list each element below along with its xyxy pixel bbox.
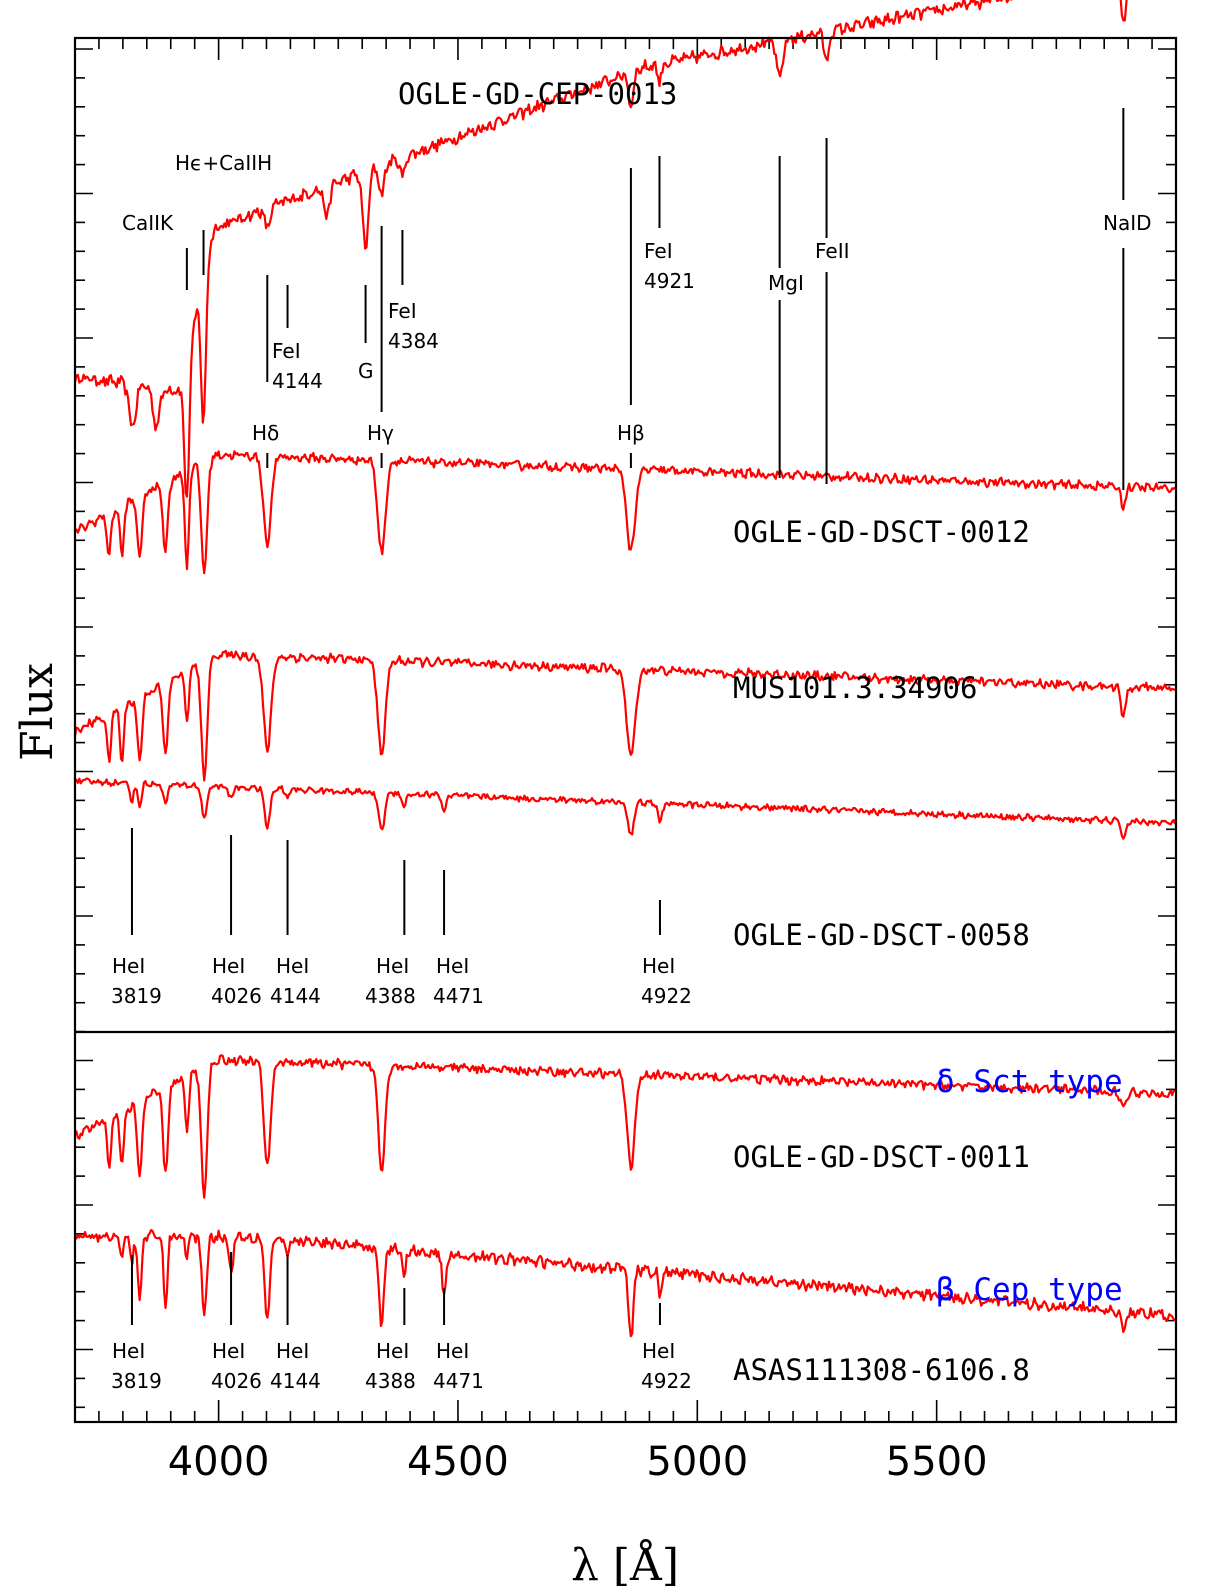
hei-wave-4922: 4922: [641, 984, 692, 1008]
x-tick-label: 4000: [168, 1439, 270, 1485]
hei-label-4471: HeI: [436, 1339, 469, 1363]
spectra-group: [73, 0, 1177, 1338]
plot-frame: [73, 36, 1178, 1424]
hei-wave-4922: 4922: [641, 1369, 692, 1393]
hei-wave-3819: 3819: [111, 1369, 162, 1393]
y-ticks: [75, 48, 1176, 1409]
line-label-hbeta: Hβ: [617, 421, 645, 445]
hei-label-4026: HeI: [212, 954, 245, 978]
line-label-hdelta: Hδ: [252, 421, 279, 445]
star-name-dsct-0012: OGLE-GD-DSCT-0012: [733, 515, 1030, 549]
line-wave-fei-4384: 4384: [388, 329, 439, 353]
line-label-mgi: MgI: [768, 271, 804, 295]
spectrum-line: [73, 0, 1128, 498]
type-label-delta-sct: δ Sct type: [936, 1064, 1123, 1100]
hei-wave-4471: 4471: [433, 984, 484, 1008]
line-label-naid: NaID: [1103, 211, 1152, 235]
hei-label-4388: HeI: [376, 954, 409, 978]
line-label-g-band: G: [358, 359, 374, 383]
line-label-hgamma: Hγ: [367, 421, 394, 445]
spectrum-line: [73, 1229, 1176, 1338]
line-id-markers: [130, 108, 1125, 1325]
star-name-mus101: MUS101.3.34906: [733, 671, 977, 705]
line-wave-fei-4921: 4921: [644, 269, 695, 293]
hei-label-4922: HeI: [642, 1339, 675, 1363]
hei-label-4922: HeI: [642, 954, 675, 978]
line-label-feii: FeII: [815, 239, 850, 263]
line-label-heps-caiih: Hϵ+CaIIH: [175, 151, 272, 175]
hei-label-4026: HeI: [212, 1339, 245, 1363]
hei-wave-3819: 3819: [111, 984, 162, 1008]
line-label-fei-4384: FeI: [388, 299, 417, 323]
line-label-caiik: CaIIK: [122, 211, 174, 235]
hei-label-3819: HeI: [112, 1339, 145, 1363]
line-wave-fei-4144: 4144: [272, 369, 323, 393]
star-name-cep-0013: OGLE-GD-CEP-0013: [398, 77, 677, 111]
hei-label-4144: HeI: [276, 954, 309, 978]
hei-wave-4144: 4144: [270, 1369, 321, 1393]
hei-wave-4388: 4388: [365, 984, 416, 1008]
star-name-asas111308: ASAS111308-6106.8: [733, 1353, 1030, 1387]
x-axis-label: λ [Å]: [571, 1538, 679, 1591]
spectrum-line: [73, 777, 1177, 840]
hei-wave-4388: 4388: [365, 1369, 416, 1393]
x-tick-label: 4500: [407, 1439, 509, 1485]
line-label-fei-4921: FeI: [644, 239, 673, 263]
spectrum-line: [73, 1054, 1176, 1199]
hei-wave-4471: 4471: [433, 1369, 484, 1393]
spectrum-line: [73, 649, 1176, 782]
type-label-beta-cep: β Cep type: [936, 1272, 1123, 1308]
spectrum-line: [74, 450, 1176, 575]
star-name-dsct-0011: OGLE-GD-DSCT-0011: [733, 1140, 1030, 1174]
line-label-fei-4144: FeI: [272, 339, 301, 363]
x-tick-label: 5500: [886, 1439, 988, 1485]
hei-label-4471: HeI: [436, 954, 469, 978]
hei-label-4388: HeI: [376, 1339, 409, 1363]
hei-label-4144: HeI: [276, 1339, 309, 1363]
star-name-dsct-0058: OGLE-GD-DSCT-0058: [733, 918, 1030, 952]
hei-wave-4026: 4026: [211, 1369, 262, 1393]
x-tick-label: 5000: [646, 1439, 748, 1485]
hei-wave-4026: 4026: [211, 984, 262, 1008]
hei-label-3819: HeI: [112, 954, 145, 978]
x-ticks: 4000 4500 5000 5500: [74, 38, 1153, 1485]
hei-wave-4144: 4144: [270, 984, 321, 1008]
y-axis-label: Flux: [12, 663, 63, 761]
